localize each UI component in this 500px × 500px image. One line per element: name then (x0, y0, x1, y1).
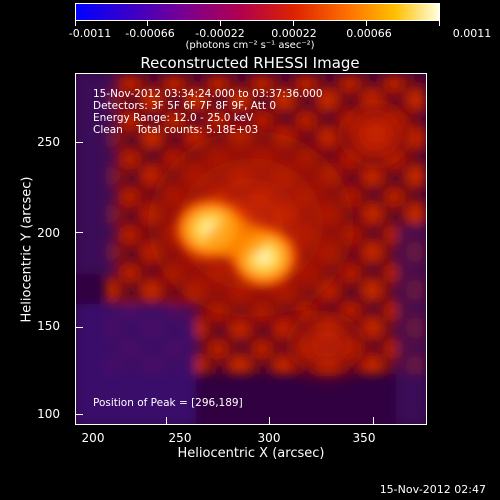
y-tick-label: 150 (37, 319, 60, 333)
x-tick-label: 300 (257, 431, 281, 445)
peak-position: Position of Peak = [296,189] (93, 397, 243, 409)
y-tick-label: 200 (37, 226, 60, 240)
colorbar-label: 0.00022 (271, 27, 317, 40)
detectors: Detectors: 3F 5F 6F 7F 8F 9F, Att 0 (93, 100, 277, 112)
x-tick-label: 350 (352, 431, 376, 445)
time-range: 15-Nov-2012 03:34:24.000 to 03:37:36.000 (93, 88, 323, 100)
colorbar (75, 3, 440, 21)
colorbar-label: -0.00022 (195, 27, 245, 40)
x-tick-label: 200 (81, 431, 105, 445)
colorbar-label: 0.0011 (452, 27, 492, 40)
colorbar-label: 0.00066 (346, 27, 392, 40)
colorbar-label: -0.0011 (68, 27, 112, 40)
timestamp: 15-Nov-2012 02:47 (379, 483, 486, 496)
colorbar-unit: (photons cm⁻² s⁻¹ asec⁻²) (185, 40, 315, 51)
colorbar-ticks: -0.0011 -0.00066 -0.00022 0.00022 0.0006… (0, 0, 500, 40)
colorbar-label: -0.00066 (125, 27, 175, 40)
clean-counts: Clean Total counts: 5.18E+03 (93, 124, 259, 136)
y-axis-label: Heliocentric Y (arcsec) (19, 176, 35, 323)
y-tick-label: 100 (37, 407, 60, 421)
x-tick-label: 250 (168, 431, 192, 445)
image-title: Reconstructed RHESSI Image (140, 54, 360, 72)
x-axis-label: Heliocentric X (arcsec) (177, 446, 325, 461)
energy-range: Energy Range: 12.0 - 25.0 keV (93, 112, 254, 124)
y-tick-label: 250 (37, 135, 60, 149)
rhessi-image (75, 73, 427, 425)
